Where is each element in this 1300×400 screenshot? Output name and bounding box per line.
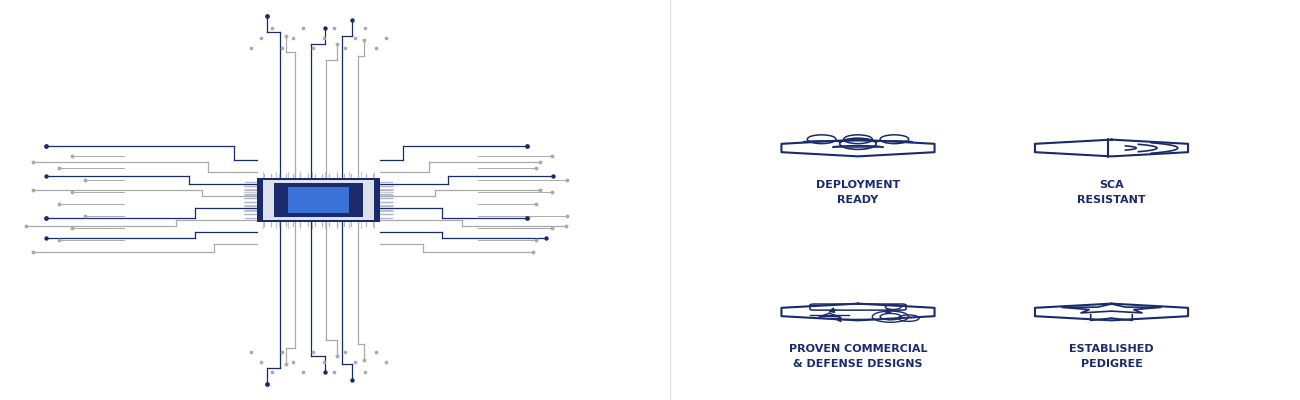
Point [354, 37, 374, 43]
Point [35, 235, 56, 241]
Point [61, 189, 82, 195]
Point [48, 237, 69, 243]
Point [542, 189, 563, 195]
Point [313, 359, 334, 365]
Point [315, 25, 335, 31]
Point [35, 215, 56, 221]
Point [292, 25, 313, 31]
Point [22, 249, 43, 255]
Text: SCA
RESISTANT: SCA RESISTANT [1078, 180, 1145, 205]
Bar [274, 183, 364, 217]
Point [74, 177, 95, 183]
Point [536, 235, 556, 241]
Point [251, 35, 272, 41]
Point [276, 33, 296, 39]
Point [276, 361, 296, 367]
Point [344, 35, 365, 41]
Point [256, 13, 277, 19]
Point [22, 187, 43, 193]
Point [272, 45, 292, 51]
Point [516, 143, 537, 149]
Point [240, 45, 261, 51]
Point [324, 369, 344, 375]
Point [558, 177, 579, 183]
Point [61, 153, 82, 159]
Point [365, 349, 386, 355]
Point [529, 187, 550, 193]
Point [525, 201, 546, 207]
Point [355, 369, 376, 375]
Point [313, 35, 334, 41]
Point [324, 25, 344, 31]
Point [376, 35, 396, 41]
Point [240, 349, 261, 355]
Point [523, 249, 543, 255]
Point [303, 45, 324, 51]
Point [74, 213, 95, 219]
Bar [257, 178, 380, 222]
Point [542, 225, 563, 231]
Point [334, 349, 355, 355]
Point [315, 369, 335, 375]
Point [525, 237, 546, 243]
Point [354, 357, 374, 363]
Point [529, 159, 550, 165]
Point [342, 377, 363, 383]
Point [555, 223, 576, 229]
Point [35, 143, 56, 149]
Point [256, 381, 277, 387]
Point [542, 153, 563, 159]
Point [342, 17, 363, 23]
Text: ESTABLISHED
PEDIGREE: ESTABLISHED PEDIGREE [1069, 344, 1154, 369]
Bar [289, 188, 348, 212]
Point [334, 45, 355, 51]
Point [48, 201, 69, 207]
Point [355, 25, 376, 31]
Point [261, 369, 282, 375]
Text: PROVEN COMMERCIAL
& DEFENSE DESIGNS: PROVEN COMMERCIAL & DEFENSE DESIGNS [789, 344, 927, 369]
Point [376, 359, 396, 365]
Point [35, 173, 56, 179]
Point [303, 349, 324, 355]
Point [48, 165, 69, 171]
Point [251, 359, 272, 365]
Point [282, 359, 303, 365]
Point [22, 159, 43, 165]
Point [61, 225, 82, 231]
Point [326, 353, 347, 359]
Text: DEPLOYMENT
READY: DEPLOYMENT READY [816, 180, 900, 205]
Point [326, 41, 347, 47]
Bar [263, 180, 374, 220]
Point [282, 35, 303, 41]
Point [272, 349, 292, 355]
Point [16, 223, 36, 229]
Point [365, 45, 386, 51]
Point [525, 165, 546, 171]
Point [558, 213, 579, 219]
Point [516, 215, 537, 221]
Point [292, 369, 313, 375]
Point [542, 173, 563, 179]
Point [261, 25, 282, 31]
Point [344, 359, 365, 365]
